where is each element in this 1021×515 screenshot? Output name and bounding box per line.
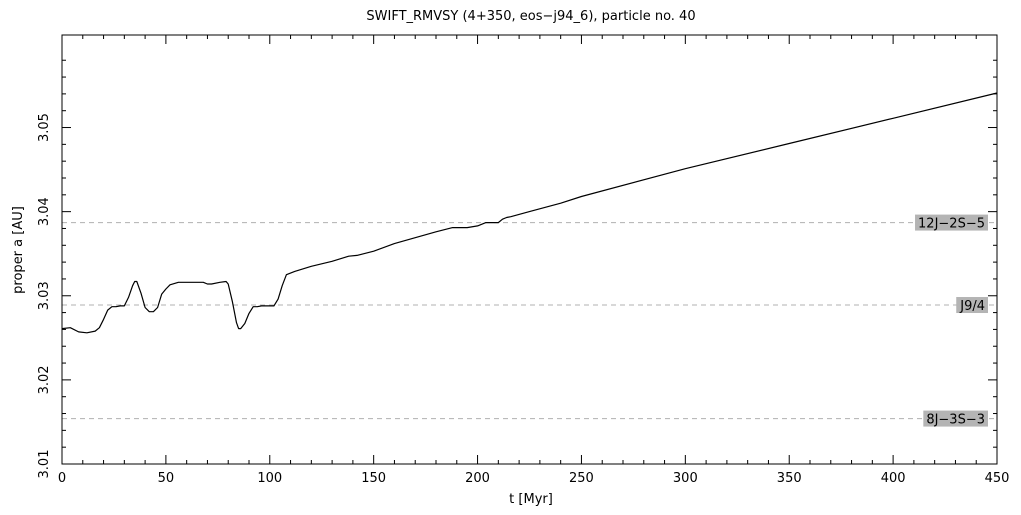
chart-title: SWIFT_RMVSY (4+350, eos−j94_6), particle… <box>366 9 695 24</box>
x-tick-label: 200 <box>465 471 490 486</box>
x-tick-label: 50 <box>158 471 175 486</box>
series-line <box>61 92 998 334</box>
y-tick-label: 3.01 <box>37 450 52 479</box>
y-tick-label: 3.03 <box>37 281 52 310</box>
x-tick-label: 400 <box>881 471 906 486</box>
reference-label: J9/4 <box>959 299 985 314</box>
x-tick-label: 150 <box>361 471 386 486</box>
reference-label-box <box>923 410 988 427</box>
y-tick-label: 3.02 <box>37 365 52 394</box>
reference-label-box <box>915 214 988 231</box>
y-tick-label: 3.04 <box>37 197 52 226</box>
x-tick-label: 0 <box>58 471 66 486</box>
x-tick-label: 350 <box>777 471 802 486</box>
series-group <box>61 92 998 334</box>
x-axis-label: t [Myr] <box>509 492 553 507</box>
tick-labels-group: 0 50 100 150 200 250 300 350 400 450 3.01 3.02 3.03 3… <box>37 113 1009 486</box>
reference-label-box <box>956 297 988 314</box>
x-tick-label: 450 <box>985 471 1010 486</box>
x-tick-label: 300 <box>673 471 698 486</box>
reference-labels-group: 12J−2S−5 J9/4 8J−3S−3 <box>915 214 988 428</box>
reference-label: 12J−2S−5 <box>918 217 985 232</box>
reference-label: 8J−3S−3 <box>926 413 985 428</box>
plot-frame <box>61 34 998 465</box>
axes-group <box>61 34 998 465</box>
y-tick-label: 3.05 <box>37 113 52 142</box>
x-tick-label: 250 <box>569 471 594 486</box>
reference-lines-group <box>62 222 997 420</box>
x-tick-label: 100 <box>257 471 282 486</box>
y-axis-label: proper a [AU] <box>11 206 26 294</box>
